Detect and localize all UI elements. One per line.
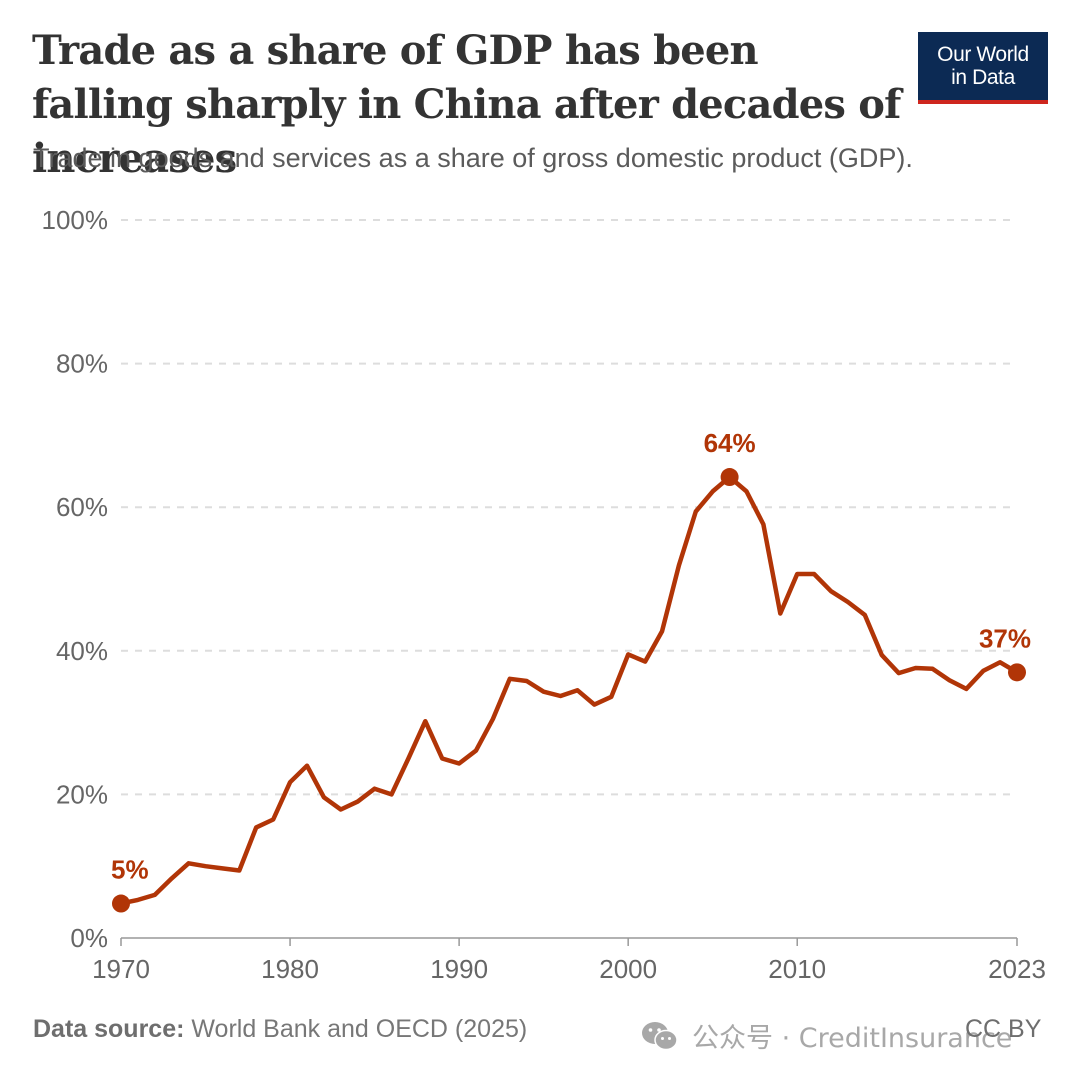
- line-chart: 0% 20% 40% 60% 80% 100% 1970 1980 1990 2000 2010 20…: [42, 205, 1046, 984]
- y-tick-label: 80%: [56, 349, 108, 379]
- x-tick-label: 1980: [261, 954, 319, 984]
- logo-line-1: Our World: [937, 43, 1029, 66]
- y-tick-label: 100%: [42, 205, 109, 235]
- data-source: Data source: World Bank and OECD (2025): [33, 1015, 527, 1044]
- data-point-marker[interactable]: [720, 468, 739, 487]
- y-tick-label: 20%: [56, 779, 108, 809]
- x-tick-label: 2023: [988, 954, 1046, 984]
- data-label: 37%: [979, 623, 1031, 653]
- owid-logo[interactable]: Our World in Data: [918, 32, 1048, 104]
- data-label: 64%: [704, 428, 756, 458]
- data-source-label: Data source:: [33, 1015, 185, 1043]
- y-tick-label: 40%: [56, 636, 108, 666]
- x-tick-label: 2010: [768, 954, 826, 984]
- x-tick-label: 1990: [430, 954, 488, 984]
- data-point-marker[interactable]: [112, 894, 130, 913]
- logo-line-2: in Data: [951, 66, 1015, 89]
- data-label: 5%: [111, 855, 149, 885]
- data-source-text[interactable]: World Bank and OECD (2025): [184, 1015, 528, 1043]
- x-tick-label: 2000: [599, 954, 657, 984]
- series-layer: [118, 474, 1020, 906]
- license-label[interactable]: CC BY: [965, 1015, 1042, 1043]
- data-point-marker[interactable]: [1008, 663, 1026, 682]
- x-tick-label: 1970: [92, 954, 150, 984]
- wechat-icon: [642, 1021, 678, 1050]
- y-tick-label: 0%: [70, 923, 108, 953]
- y-tick-label: 60%: [56, 492, 108, 522]
- grid-lines: [121, 219, 1017, 796]
- watermark-text: 公众号 · CreditInsurance: [692, 1023, 1013, 1054]
- x-axis: 0% 20% 40% 60% 80% 100% 1970 1980 1990 2000 2010 20…: [42, 205, 1046, 984]
- annotations-layer: 5% 64% 37%: [111, 428, 1031, 913]
- series-line[interactable]: [118, 474, 1020, 906]
- chart-title: Trade as a share of GDP has been falling…: [32, 27, 901, 182]
- watermark: 公众号 · CreditInsurance: [640, 1016, 1012, 1055]
- chart-subtitle: Trade in goods and services as a share o…: [33, 143, 913, 173]
